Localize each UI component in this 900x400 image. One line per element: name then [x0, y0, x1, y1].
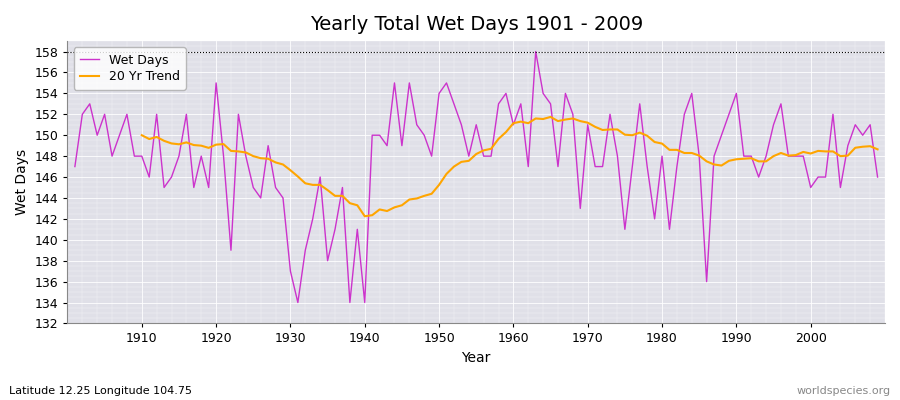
Wet Days — [508, 122, 518, 127]
Wet Days — [129, 154, 140, 158]
Wet Days — [530, 49, 541, 54]
Line: Wet Days: Wet Days — [75, 52, 878, 302]
20 Yr Trend — [590, 124, 600, 129]
Wet Days — [345, 300, 356, 305]
20 Yr Trend — [277, 162, 288, 167]
20 Yr Trend — [359, 214, 370, 219]
Wet Days — [612, 154, 623, 158]
Wet Days — [69, 164, 80, 169]
Wet Days — [292, 300, 303, 305]
20 Yr Trend — [137, 133, 148, 138]
Title: Yearly Total Wet Days 1901 - 2009: Yearly Total Wet Days 1901 - 2009 — [310, 15, 643, 34]
20 Yr Trend — [307, 182, 318, 187]
Wet Days — [516, 102, 526, 106]
20 Yr Trend — [523, 121, 534, 126]
Legend: Wet Days, 20 Yr Trend: Wet Days, 20 Yr Trend — [74, 47, 186, 90]
Wet Days — [300, 248, 310, 253]
20 Yr Trend — [872, 147, 883, 152]
20 Yr Trend — [545, 114, 556, 119]
Wet Days — [872, 175, 883, 180]
Text: worldspecies.org: worldspecies.org — [796, 386, 891, 396]
20 Yr Trend — [850, 145, 860, 150]
Line: 20 Yr Trend: 20 Yr Trend — [142, 117, 878, 216]
20 Yr Trend — [828, 149, 839, 154]
Text: Latitude 12.25 Longitude 104.75: Latitude 12.25 Longitude 104.75 — [9, 386, 192, 396]
X-axis label: Year: Year — [462, 351, 490, 365]
Y-axis label: Wet Days: Wet Days — [15, 149, 29, 215]
